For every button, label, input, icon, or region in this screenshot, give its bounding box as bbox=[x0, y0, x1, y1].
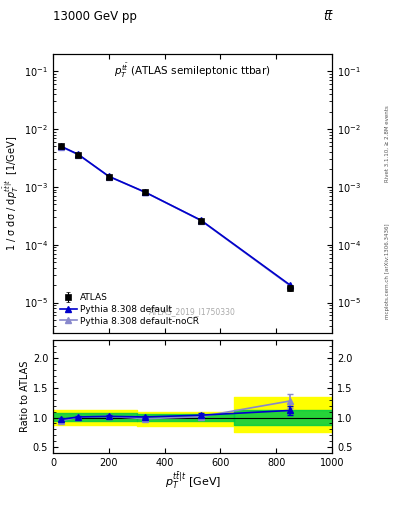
Y-axis label: 1 / σ dσ / d$p_T^{t\bar{t}|t}$  [1/GeV]: 1 / σ dσ / d$p_T^{t\bar{t}|t}$ [1/GeV] bbox=[1, 136, 21, 251]
X-axis label: $p_T^{t\bar{t}|t}$ [GeV]: $p_T^{t\bar{t}|t}$ [GeV] bbox=[165, 471, 220, 492]
Text: 13000 GeV pp: 13000 GeV pp bbox=[53, 10, 137, 23]
Text: $p_T^{t\bar{t}}$ (ATLAS semileptonic ttbar): $p_T^{t\bar{t}}$ (ATLAS semileptonic ttb… bbox=[114, 62, 271, 80]
Text: ATLAS_2019_I1750330: ATLAS_2019_I1750330 bbox=[149, 307, 236, 316]
Text: mcplots.cern.ch [arXiv:1306.3436]: mcplots.cern.ch [arXiv:1306.3436] bbox=[385, 224, 389, 319]
Text: tt̅: tt̅ bbox=[323, 10, 332, 23]
Legend: ATLAS, Pythia 8.308 default, Pythia 8.308 default-noCR: ATLAS, Pythia 8.308 default, Pythia 8.30… bbox=[57, 290, 202, 328]
Text: Rivet 3.1.10, ≥ 2.8M events: Rivet 3.1.10, ≥ 2.8M events bbox=[385, 105, 389, 182]
Y-axis label: Ratio to ATLAS: Ratio to ATLAS bbox=[20, 361, 30, 433]
